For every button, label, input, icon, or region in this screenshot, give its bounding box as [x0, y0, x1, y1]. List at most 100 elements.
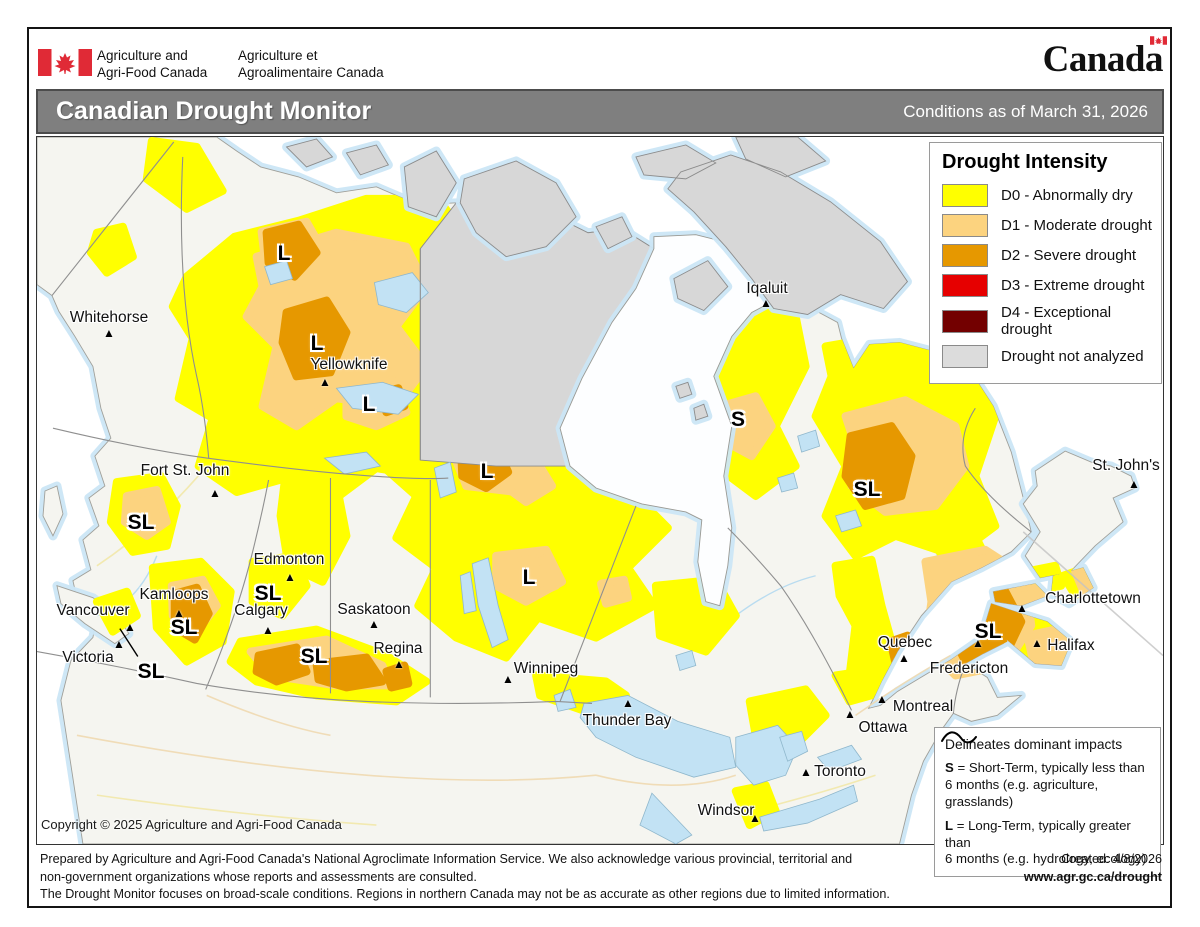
city-label-saskatoon: Saskatoon	[337, 601, 411, 618]
lakes-layer	[264, 260, 863, 844]
footer-line3: The Drought Monitor focuses on broad-sca…	[40, 887, 890, 902]
footer-line2: non-government organizations whose repor…	[40, 869, 477, 884]
drought-url: www.agr.gc.ca/drought	[1023, 869, 1162, 884]
wave-icon	[941, 731, 977, 744]
legend-item-d2: D2 - Severe drought	[942, 244, 1161, 267]
legend-swatch-d1	[942, 214, 988, 237]
city-label-regina: Regina	[373, 640, 423, 657]
drought-intensity-legend: Drought Intensity D0 - Abnormally dry D1 …	[929, 142, 1162, 384]
city-label-victoria: Victoria	[62, 649, 114, 666]
impact-marker-l-4: L	[522, 566, 536, 589]
city-marker-montreal: ▲	[876, 692, 888, 706]
city-label-quebec: Quebec	[877, 634, 933, 651]
canada-map-svg	[37, 137, 1163, 844]
map-copyright: Copyright © 2025 Agriculture and Agri-Fo…	[41, 817, 342, 832]
canada-wordmark-text: Canada	[1042, 39, 1164, 80]
impacts-legend: Delineates dominant impacts S = Short-Te…	[934, 727, 1161, 878]
footer-notes: Prepared by Agriculture and Agri-Food Ca…	[40, 851, 890, 904]
city-label-ottawa: Ottawa	[858, 719, 908, 736]
city-marker-thunder-bay: ▲	[622, 696, 634, 710]
short-term-text: = Short-Term, typically less than 6 mont…	[945, 760, 1145, 809]
legend-item-d0: D0 - Abnormally dry	[942, 184, 1161, 207]
impact-marker-sl-10: SL	[300, 645, 328, 668]
city-label-thunder-bay: Thunder Bay	[582, 712, 672, 729]
conditions-date: Conditions as of March 31, 2026	[903, 101, 1148, 121]
legend-swatch-d3	[942, 274, 988, 297]
footer-line1: Prepared by Agriculture and Agri-Food Ca…	[40, 852, 853, 866]
city-label-iqaluit: Iqaluit	[746, 280, 788, 297]
legend-swatch-d0	[942, 184, 988, 207]
city-label-halifax: Halifax	[1047, 637, 1095, 654]
city-label-toronto: Toronto	[814, 763, 866, 780]
city-label-calgary: Calgary	[234, 602, 288, 619]
city-label-winnipeg: Winnipeg	[513, 660, 579, 677]
city-label-fredericton: Fredericton	[929, 660, 1009, 677]
city-marker-st-john-s: ▲	[1128, 477, 1140, 491]
legend-item-d4: D4 - Exceptional drought	[942, 304, 1161, 338]
impact-marker-l-1: L	[310, 332, 324, 355]
long-term-note: L = Long-Term, typically greater than 6 …	[945, 818, 1152, 869]
city-marker-fort-st-john: ▲	[209, 486, 221, 500]
city-label-windsor: Windsor	[697, 802, 755, 819]
city-marker-yellowknife: ▲	[319, 375, 331, 389]
city-label-yellowknife: Yellowknife	[310, 356, 388, 373]
legend-item-na: Drought not analyzed	[942, 345, 1161, 368]
impact-marker-s-5: S	[730, 408, 746, 431]
city-label-kamloops: Kamloops	[139, 586, 209, 603]
dept-en-line1: Agriculture and	[97, 48, 188, 63]
canada-wordmark: Canada	[1042, 36, 1167, 81]
city-marker-kamloops: ▲	[173, 606, 185, 620]
city-label-st-john-s: St. John's	[1092, 457, 1160, 474]
impact-marker-l-2: L	[362, 393, 376, 416]
impact-marker-l-3: L	[480, 460, 494, 483]
city-label-montreal: Montreal	[892, 698, 954, 715]
city-marker-victoria: ▲	[113, 637, 125, 651]
impacts-caption: Delineates dominant impacts	[945, 737, 1123, 752]
city-marker-halifax: ▲	[1031, 636, 1043, 650]
legend-swatch-d2	[942, 244, 988, 267]
impact-marker-l-0: L	[277, 242, 291, 265]
long-term-letter: L	[945, 817, 954, 833]
legend-items: D0 - Abnormally dry D1 - Moderate drought…	[942, 184, 1161, 368]
legend-label-d3: D3 - Extreme drought	[1001, 277, 1145, 294]
city-marker-calgary: ▲	[262, 623, 274, 637]
legend-item-d1: D1 - Moderate drought	[942, 214, 1161, 237]
long-term-text: = Long-Term, typically greater than 6 mo…	[945, 817, 1147, 867]
city-marker-vancouver: ▲	[124, 620, 136, 634]
victoria-sl-leader-line	[119, 628, 139, 657]
short-term-note: S = Short-Term, typically less than 6 mo…	[945, 760, 1152, 811]
city-label-whitehorse: Whitehorse	[69, 309, 149, 326]
city-marker-ottawa: ▲	[844, 707, 856, 721]
dept-name-fr: Agriculture et Agroalimentaire Canada	[238, 47, 384, 82]
impact-marker-sl-9: SL	[254, 582, 282, 605]
city-marker-fredericton: ▲	[972, 636, 984, 650]
legend-swatch-na	[942, 345, 988, 368]
city-marker-regina: ▲	[393, 657, 405, 671]
legend-item-d3: D3 - Extreme drought	[942, 274, 1161, 297]
legend-label-d4: D4 - Exceptional drought	[1001, 304, 1112, 338]
page-title: Canadian Drought Monitor	[56, 97, 372, 125]
city-marker-winnipeg: ▲	[502, 672, 514, 686]
legend-label-d1: D1 - Moderate drought	[1001, 217, 1152, 234]
impact-marker-sl-6: SL	[127, 511, 155, 534]
dept-name-en: Agriculture and Agri-Food Canada	[97, 47, 207, 82]
legend-label-d0: D0 - Abnormally dry	[1001, 187, 1133, 204]
borders-layer	[37, 141, 1163, 714]
drought-map: ▲ Whitehorse ▲ Yellowknife ▲ Iqaluit ▲ Fort St.…	[36, 136, 1164, 878]
created-date: Created: 4/8/2026	[1061, 852, 1162, 866]
city-marker-iqaluit: ▲	[760, 296, 772, 310]
city-marker-charlottetown: ▲	[1016, 601, 1028, 615]
short-term-letter: S	[945, 760, 954, 775]
city-marker-edmonton: ▲	[284, 570, 296, 584]
city-marker-quebec: ▲	[898, 651, 910, 665]
footer-meta: Created: 4/8/2026 www.agr.gc.ca/drought	[1024, 851, 1162, 886]
city-marker-saskatoon: ▲	[368, 617, 380, 631]
dept-en-line2: Agri-Food Canada	[97, 65, 208, 81]
city-marker-toronto: ▲	[800, 765, 812, 779]
city-label-charlottetown: Charlottetown	[1045, 590, 1141, 607]
legend-label-d2: D2 - Severe drought	[1001, 247, 1137, 264]
city-marker-whitehorse: ▲	[103, 326, 115, 340]
canada-flag-icon	[38, 49, 92, 76]
city-label-vancouver: Vancouver	[56, 602, 130, 619]
